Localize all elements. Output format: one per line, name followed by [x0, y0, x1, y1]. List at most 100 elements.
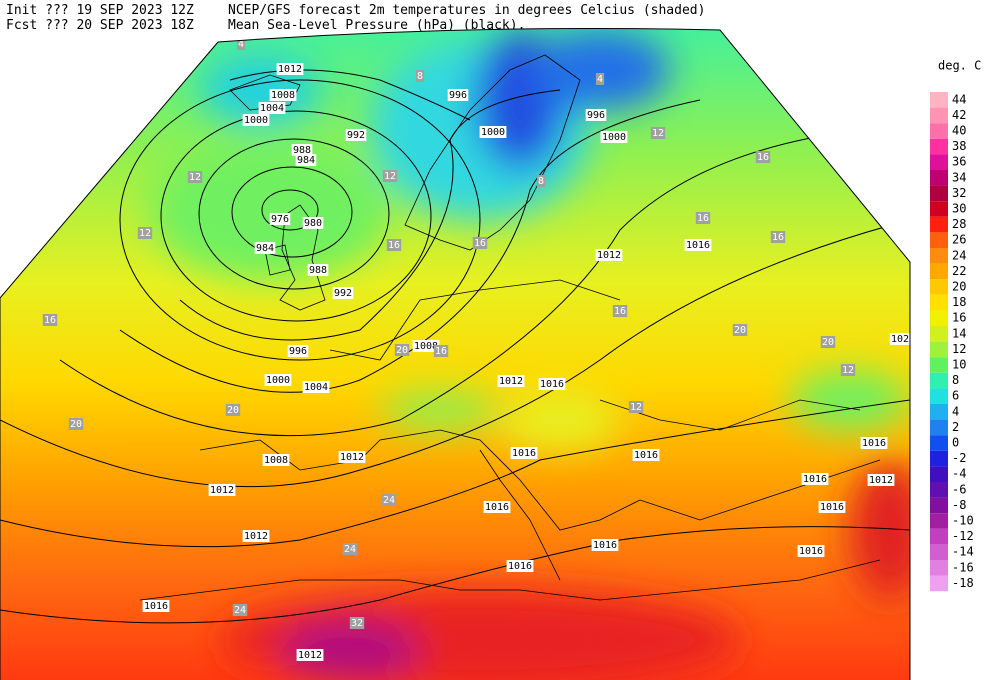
legend-label: 28	[952, 217, 966, 231]
legend-label: 14	[952, 326, 966, 340]
isobar-label: 1016	[803, 474, 827, 485]
isobar-label: 976	[271, 214, 289, 225]
legend-swatch	[930, 263, 948, 280]
temperature-label: 4	[238, 39, 244, 50]
temperature-label-box	[386, 239, 402, 251]
legend-label: -2	[952, 451, 966, 465]
isobar-label: 1000	[602, 132, 626, 143]
temperature-label-box	[840, 364, 856, 376]
legend-label: 32	[952, 186, 966, 200]
legend-swatch	[930, 497, 948, 514]
isobar-label-box	[295, 154, 317, 166]
isobar-label-box	[600, 131, 628, 143]
temperature-label-box	[381, 494, 397, 506]
legend-label: 40	[952, 124, 966, 138]
temperature-label-box	[42, 314, 58, 326]
legend-swatch	[930, 326, 948, 342]
temperature-label: 12	[189, 172, 201, 183]
legend-label: 0	[952, 436, 959, 450]
legend-swatch	[930, 435, 948, 451]
isobar-label: 1016	[799, 546, 823, 557]
isobar-label-box	[262, 454, 290, 466]
isobar-label: 992	[334, 288, 352, 299]
legend-label: -12	[952, 529, 974, 543]
temperature-anomalies	[150, 30, 910, 680]
legend-swatch	[930, 528, 948, 545]
temperature-label: 16	[388, 240, 400, 251]
isobar-label-box	[860, 437, 888, 449]
isobar-label-box	[510, 447, 538, 459]
temperature-label: 24	[234, 605, 246, 616]
isobar-label: 1008	[271, 90, 295, 101]
temperature-label-box	[415, 70, 425, 82]
temperature-label-box	[650, 127, 666, 139]
legend-label: 20	[952, 280, 966, 294]
temperature-label: 20	[227, 405, 239, 416]
legend-label: -4	[952, 467, 966, 481]
isobar-label: 1008	[414, 341, 438, 352]
temperature-label-box	[536, 175, 546, 187]
temperature-label: 12	[630, 402, 642, 413]
isobar-label-box	[302, 217, 324, 229]
temperature-label-box	[236, 38, 246, 50]
temperature-label: 8	[417, 71, 423, 82]
legend-swatch	[930, 341, 948, 358]
isobar-label-box	[889, 333, 910, 345]
isobar-label: 1016	[593, 540, 617, 551]
isobar-label-box	[595, 249, 623, 261]
isobar-label-box	[412, 340, 440, 352]
temperature-label-box	[433, 345, 449, 357]
legend-swatch	[930, 279, 948, 295]
temperature-label-box	[770, 231, 786, 243]
isobar-label: 1012	[597, 250, 621, 261]
temperature-label: 16	[435, 346, 447, 357]
temperature-label: 20	[822, 337, 834, 348]
isobar-label-box	[291, 144, 313, 156]
forecast-time: Fcst ??? 20 SEP 2023 18Z	[6, 18, 194, 33]
isobar-label-box	[585, 109, 607, 121]
title: NCEP/GFS forecast 2m temperatures in deg…	[228, 3, 705, 18]
color-legend: 4442403836343230282624222018161412108642…	[930, 92, 974, 592]
legend-swatch	[930, 170, 948, 186]
isobar-label-box	[867, 474, 895, 486]
isobar-label-box	[483, 501, 511, 513]
legend-swatch	[930, 419, 948, 436]
legend-swatch	[930, 201, 948, 217]
legend-label: 8	[952, 373, 959, 387]
temperature-label: 16	[757, 152, 769, 163]
isobar-label: 1016	[862, 438, 886, 449]
temperature-label: 20	[734, 325, 746, 336]
isobar-label: 1012	[499, 376, 523, 387]
isobar-label-box	[242, 114, 270, 126]
isobar-label: 1000	[244, 115, 268, 126]
temperature-label-box	[187, 171, 203, 183]
legend-swatch	[930, 232, 948, 248]
temperature-label: 16	[772, 232, 784, 243]
legend-label: -16	[952, 560, 974, 574]
isobar-label: 996	[587, 110, 605, 121]
isobar-label-box	[479, 126, 507, 138]
isobar-label: 1004	[260, 103, 284, 114]
isobar-label: 1000	[481, 127, 505, 138]
temperature-label: 16	[44, 315, 56, 326]
isobar-label-box	[142, 600, 170, 612]
legend-swatch	[930, 107, 948, 124]
temperature-label-box	[225, 404, 241, 416]
isobar-label-box	[447, 89, 469, 101]
legend-label: -8	[952, 498, 966, 512]
temperature-label-box	[595, 73, 605, 85]
isobar-label-box	[269, 89, 297, 101]
legend-swatch	[930, 216, 948, 233]
isobar-label: 1016	[144, 601, 168, 612]
legend-label: 26	[952, 233, 966, 247]
isobar-label: 1016	[485, 502, 509, 513]
legend-label: -6	[952, 482, 966, 496]
legend-swatch	[930, 404, 948, 420]
isobar-label: 1008	[264, 455, 288, 466]
temperature-label-box	[732, 324, 748, 336]
temperature-label-box	[472, 237, 488, 249]
temperature-label: 12	[842, 365, 854, 376]
legend-label: 42	[952, 108, 966, 122]
